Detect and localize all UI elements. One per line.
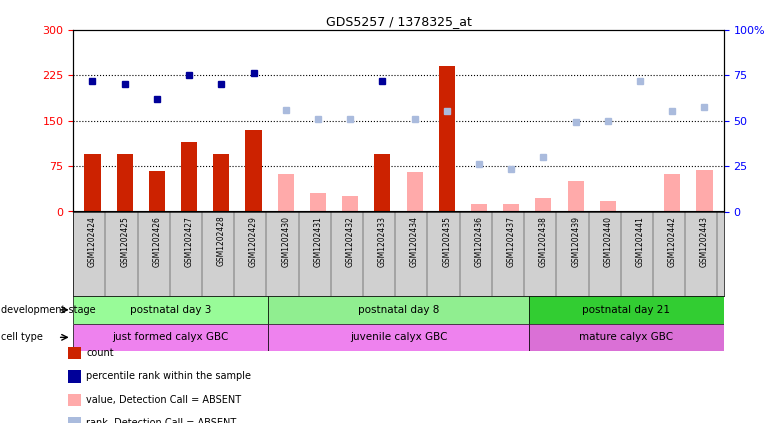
Bar [374,154,390,212]
Text: count: count [86,348,114,358]
Bar [528,324,724,351]
Text: GSM1202439: GSM1202439 [571,216,580,267]
Text: juvenile calyx GBC: juvenile calyx GBC [350,332,447,342]
Text: GSM1202437: GSM1202437 [507,216,516,267]
Bar [696,170,712,212]
Bar [149,171,165,212]
Text: GSM1202431: GSM1202431 [313,216,323,266]
Bar [181,142,197,212]
Text: GSM1202429: GSM1202429 [249,216,258,266]
Bar [246,129,262,212]
Text: rank, Detection Call = ABSENT: rank, Detection Call = ABSENT [86,418,236,423]
Bar [116,154,132,212]
Text: GSM1202435: GSM1202435 [442,216,451,267]
Text: GSM1202425: GSM1202425 [120,216,129,266]
Text: GSM1202430: GSM1202430 [281,216,290,267]
Text: GSM1202442: GSM1202442 [668,216,677,266]
Bar [567,181,584,212]
Text: postnatal day 8: postnatal day 8 [358,305,439,315]
Bar [342,196,358,212]
Bar [439,66,455,212]
Text: cell type: cell type [1,332,42,342]
Text: GSM1202432: GSM1202432 [346,216,355,266]
Text: mature calyx GBC: mature calyx GBC [579,332,673,342]
Text: GSM1202438: GSM1202438 [539,216,548,266]
Text: GSM1202433: GSM1202433 [378,216,387,267]
Text: postnatal day 21: postnatal day 21 [582,305,670,315]
Text: just formed calyx GBC: just formed calyx GBC [112,332,229,342]
Bar [407,172,423,212]
Bar [600,201,616,212]
Text: GSM1202443: GSM1202443 [700,216,709,267]
Text: GSM1202427: GSM1202427 [185,216,193,266]
Text: GSM1202428: GSM1202428 [217,216,226,266]
Bar [471,204,487,212]
Bar [269,296,528,324]
Bar [73,324,269,351]
Text: value, Detection Call = ABSENT: value, Detection Call = ABSENT [86,395,241,405]
Text: GSM1202424: GSM1202424 [88,216,97,266]
Bar [528,296,724,324]
Bar [213,154,229,212]
Bar [310,193,326,212]
Text: development stage: development stage [1,305,95,315]
Text: GSM1202436: GSM1202436 [474,216,484,267]
Text: postnatal day 3: postnatal day 3 [130,305,212,315]
Text: GSM1202434: GSM1202434 [410,216,419,267]
Bar [73,296,269,324]
Text: GSM1202440: GSM1202440 [604,216,612,267]
Bar [269,324,528,351]
Text: percentile rank within the sample: percentile rank within the sample [86,371,251,382]
Text: GSM1202426: GSM1202426 [152,216,162,266]
Text: GSM1202441: GSM1202441 [635,216,644,266]
Bar [665,174,681,212]
Bar [535,198,551,212]
Title: GDS5257 / 1378325_at: GDS5257 / 1378325_at [326,16,471,28]
Bar [85,154,101,212]
Bar [278,174,294,212]
Bar [503,204,519,212]
